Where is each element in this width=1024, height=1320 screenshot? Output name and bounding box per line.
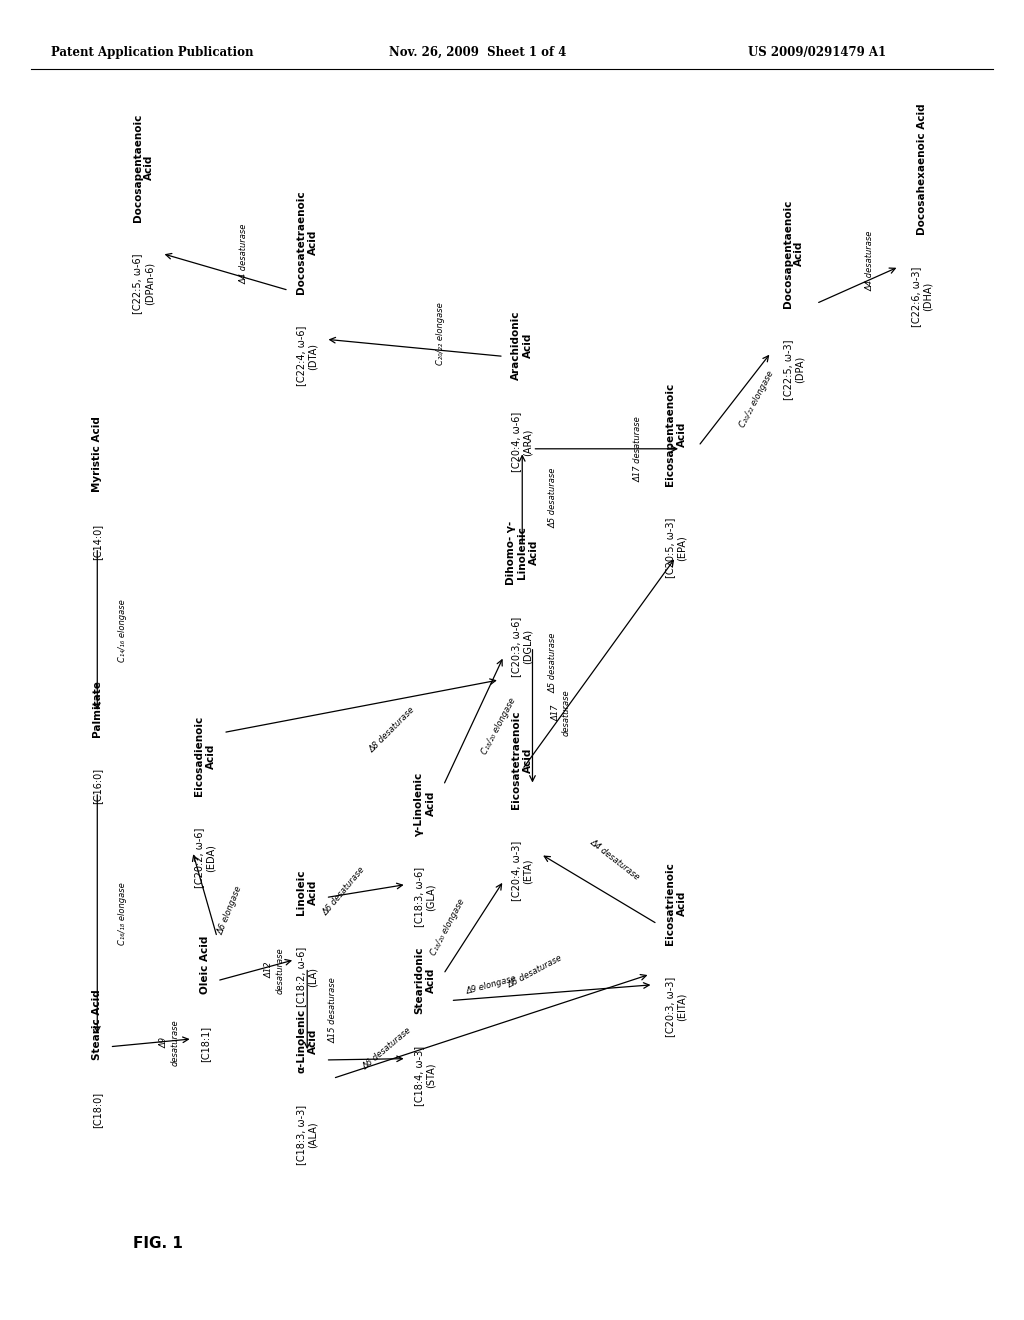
Text: Myristic Acid: Myristic Acid [92, 417, 102, 492]
Text: Palmitate: Palmitate [92, 680, 102, 737]
Text: [C22:4, ω-6]
(DTA): [C22:4, ω-6] (DTA) [296, 326, 318, 387]
Text: [C18:1]: [C18:1] [200, 1026, 210, 1061]
Text: Eicosatetraenoic
Acid: Eicosatetraenoic Acid [511, 710, 534, 809]
Text: Δ4 desaturase: Δ4 desaturase [588, 838, 641, 882]
Text: Δ17 desaturase: Δ17 desaturase [634, 416, 642, 482]
Text: Docosahexaenoic Acid: Docosahexaenoic Acid [916, 103, 927, 235]
Text: Δ9
desaturase: Δ9 desaturase [160, 1019, 179, 1067]
Text: Docosapentaenoic
Acid: Docosapentaenoic Acid [782, 199, 805, 308]
Text: Linoleic
Acid: Linoleic Acid [296, 870, 318, 915]
Text: [C22:6, ω-3]
(DHA): [C22:6, ω-3] (DHA) [910, 267, 933, 327]
Text: Δ6 desaturase: Δ6 desaturase [360, 1026, 413, 1072]
Text: US 2009/0291479 A1: US 2009/0291479 A1 [748, 46, 886, 59]
Text: Δ5 desaturase: Δ5 desaturase [549, 469, 557, 528]
Text: Δ6 desaturase: Δ6 desaturase [321, 865, 367, 917]
Text: [C18:3, ω-6]
(GLA): [C18:3, ω-6] (GLA) [414, 867, 436, 928]
Text: Docosapentaenoic
Acid: Docosapentaenoic Acid [132, 114, 155, 222]
Text: γ-Linolenic
Acid: γ-Linolenic Acid [414, 771, 436, 836]
Text: [C22:5, ω-6]
(DPAn-6): [C22:5, ω-6] (DPAn-6) [132, 253, 155, 314]
Text: [C20:5, ω-3]
(EPA): [C20:5, ω-3] (EPA) [665, 517, 687, 578]
Text: Arachidonic
Acid: Arachidonic Acid [511, 310, 534, 380]
Text: C₁₈/₂₀ elongase: C₁₈/₂₀ elongase [480, 696, 518, 756]
Text: α-Linolenic
Acid: α-Linolenic Acid [296, 1008, 318, 1073]
Text: C₁₈/₂₀ elongase: C₁₈/₂₀ elongase [429, 898, 467, 957]
Text: Docosatetraenoic
Acid: Docosatetraenoic Acid [296, 190, 318, 294]
Text: [C22:5, ω-3]
(DPA): [C22:5, ω-3] (DPA) [782, 339, 805, 400]
Text: [C18:0]: [C18:0] [92, 1092, 102, 1127]
Text: [C18:3, ω-3]
(ALA): [C18:3, ω-3] (ALA) [296, 1105, 318, 1166]
Text: Nov. 26, 2009  Sheet 1 of 4: Nov. 26, 2009 Sheet 1 of 4 [389, 46, 566, 59]
Text: Δ4 desaturase: Δ4 desaturase [240, 224, 248, 284]
Text: Eicosapentaenoic
Acid: Eicosapentaenoic Acid [665, 383, 687, 486]
Text: Δ17
desaturase: Δ17 desaturase [552, 689, 570, 737]
Text: [C20:2, ω-6]
(EDA): [C20:2, ω-6] (EDA) [194, 828, 216, 888]
Text: [C18:2, ω-6]
(LA): [C18:2, ω-6] (LA) [296, 946, 318, 1007]
Text: Δ9 elongase: Δ9 elongase [466, 974, 517, 997]
Text: FIG. 1: FIG. 1 [133, 1237, 183, 1251]
Text: Δ6 elongase: Δ6 elongase [216, 886, 245, 936]
Text: [C20:3, ω-3]
(EITA): [C20:3, ω-3] (EITA) [665, 977, 687, 1038]
Text: [C20:3, ω-6]
(DGLA): [C20:3, ω-6] (DGLA) [511, 616, 534, 677]
Text: C₂₀/₂₂ elongase: C₂₀/₂₂ elongase [738, 370, 776, 429]
Text: Δ15 desaturase: Δ15 desaturase [329, 977, 337, 1043]
Text: C₁₄/₁₆ elongase: C₁₄/₁₆ elongase [119, 599, 127, 661]
Text: Δ12
desaturase: Δ12 desaturase [265, 946, 284, 994]
Text: Eicosatrienoic
Acid: Eicosatrienoic Acid [665, 862, 687, 945]
Text: Δ4 desaturase: Δ4 desaturase [865, 231, 874, 290]
Text: Patent Application Publication: Patent Application Publication [51, 46, 254, 59]
Text: C₁₆/₁₈ elongase: C₁₆/₁₈ elongase [119, 883, 127, 945]
Text: [C20:4, ω-6]
(ARA): [C20:4, ω-6] (ARA) [511, 412, 534, 473]
Text: Dihomo- γ-
Linolenic
Acid: Dihomo- γ- Linolenic Acid [506, 520, 539, 585]
Text: [C14:0]: [C14:0] [92, 524, 102, 560]
Text: Stearic Acid: Stearic Acid [92, 989, 102, 1060]
Text: Oleic Acid: Oleic Acid [200, 936, 210, 994]
Text: Eicosadienoic
Acid: Eicosadienoic Acid [194, 715, 216, 796]
Text: Δ8 desaturase: Δ8 desaturase [368, 705, 417, 755]
Text: Stearidonic
Acid: Stearidonic Acid [414, 946, 436, 1014]
Text: Δ5 desaturase: Δ5 desaturase [549, 634, 557, 693]
Text: C₂₀/₂₂ elongase: C₂₀/₂₂ elongase [436, 302, 444, 364]
Text: [C18:4, ω-3]
(STA): [C18:4, ω-3] (STA) [414, 1045, 436, 1106]
Text: [C20:4, ω-3]
(ETA): [C20:4, ω-3] (ETA) [511, 841, 534, 902]
Text: [C16:0]: [C16:0] [92, 768, 102, 804]
Text: Δ6 desaturase: Δ6 desaturase [506, 953, 564, 990]
